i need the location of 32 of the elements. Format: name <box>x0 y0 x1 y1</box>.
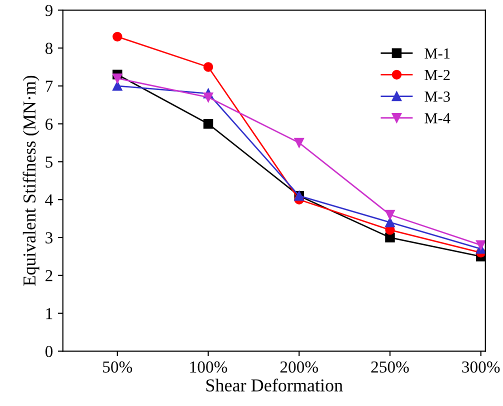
legend-label: M-4 <box>424 113 450 124</box>
point <box>476 240 486 250</box>
y-tick-label: 6 <box>46 118 53 130</box>
y-tick-label: 8 <box>45 42 53 54</box>
x-tick-label: 50% <box>103 361 132 373</box>
x-tick-label: 250% <box>371 361 409 373</box>
point <box>203 62 214 72</box>
y-tick-label: 1 <box>46 308 52 320</box>
point <box>385 210 395 220</box>
x-axis-title: Shear Deformation <box>206 378 343 392</box>
legend-label: M-1 <box>424 48 450 58</box>
x-tick-label: 100% <box>190 361 228 373</box>
point <box>112 32 122 42</box>
y-tick-label: 9 <box>45 4 52 16</box>
y-tick-label: 4 <box>45 194 53 206</box>
legend-label: M-2 <box>424 70 450 80</box>
point <box>112 81 122 91</box>
point <box>385 217 395 228</box>
legend-label: M-3 <box>424 92 450 102</box>
y-tick-label: 3 <box>46 232 52 244</box>
y-axis-title: Equivalent Stiffness (MN·m) <box>22 76 40 286</box>
y-tick-label: 5 <box>46 156 52 168</box>
point <box>203 92 214 102</box>
point <box>294 138 304 148</box>
x-tick-label: 300% <box>462 361 500 373</box>
y-tick-label: 7 <box>46 80 53 92</box>
x-tick-label: 200% <box>280 361 318 373</box>
y-tick-label: 0 <box>45 346 53 358</box>
point <box>112 73 122 84</box>
y-tick-label: 2 <box>46 270 52 282</box>
point <box>203 118 214 129</box>
point <box>385 232 395 242</box>
